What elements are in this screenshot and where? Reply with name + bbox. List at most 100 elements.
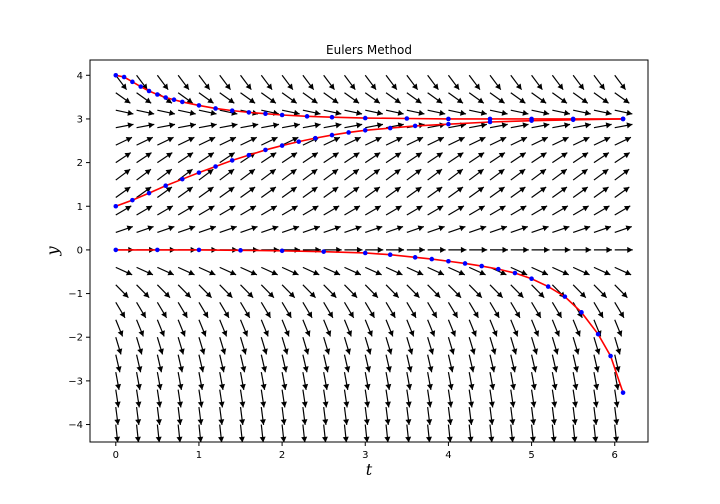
field-arrow — [198, 205, 215, 216]
field-arrow — [219, 122, 238, 129]
field-arrow — [198, 136, 216, 146]
field-arrow — [260, 319, 269, 337]
field-arrow — [510, 246, 529, 253]
field-arrow — [593, 372, 600, 390]
field-arrow — [302, 92, 318, 104]
field-arrow — [446, 424, 453, 443]
field-arrow — [468, 266, 486, 276]
field-arrow — [427, 205, 444, 216]
field-arrow — [406, 225, 425, 234]
field-arrow — [406, 92, 422, 104]
field-arrow — [239, 406, 246, 426]
field-arrow — [259, 424, 266, 443]
field-arrow — [489, 74, 502, 91]
field-arrow — [136, 301, 147, 319]
y-tick-label: −3 — [68, 376, 83, 387]
series-point — [529, 276, 534, 282]
field-arrow — [509, 389, 516, 408]
field-arrow — [530, 389, 537, 408]
x-axis-label: t — [366, 460, 373, 479]
field-arrow — [552, 152, 568, 164]
series-point — [113, 72, 119, 78]
field-arrow — [448, 186, 464, 199]
field-arrow — [572, 152, 589, 164]
field-arrow — [281, 301, 292, 319]
y-tick-label: 0 — [77, 245, 83, 256]
series-point — [608, 353, 613, 359]
field-arrow — [593, 152, 610, 164]
series-point — [321, 249, 326, 254]
series-point — [329, 114, 335, 120]
field-arrow — [177, 354, 184, 373]
field-arrow — [136, 266, 154, 276]
series-point — [113, 247, 119, 253]
field-arrow — [198, 266, 216, 276]
field-arrow — [530, 354, 538, 373]
field-arrow — [323, 74, 335, 91]
field-arrow — [467, 424, 474, 443]
field-arrow — [385, 74, 398, 91]
field-arrow — [157, 225, 175, 234]
field-arrow — [302, 319, 311, 337]
field-arrow — [488, 424, 495, 443]
field-arrow — [136, 205, 153, 216]
y-tick-label: −1 — [68, 289, 83, 300]
series-point — [412, 255, 418, 260]
field-arrow — [489, 205, 506, 216]
field-arrow — [240, 266, 258, 276]
field-arrow — [468, 319, 477, 337]
y-tick-label: 1 — [77, 202, 83, 213]
field-arrow — [468, 284, 483, 299]
field-arrow — [198, 168, 214, 181]
field-arrow — [385, 92, 402, 104]
field-arrow — [136, 225, 154, 234]
field-arrow — [240, 284, 254, 299]
field-arrow — [447, 284, 462, 299]
field-arrow — [115, 372, 122, 390]
field-arrow — [323, 266, 341, 276]
field-arrow — [406, 284, 420, 299]
series-point — [296, 139, 302, 144]
field-arrow — [281, 266, 299, 276]
field-arrow — [551, 354, 559, 373]
field-arrow — [427, 246, 446, 253]
field-arrow — [510, 136, 528, 146]
series-point — [180, 99, 185, 105]
field-arrow — [302, 205, 319, 216]
field-arrow — [156, 301, 168, 319]
field-arrow — [530, 372, 537, 390]
field-arrow — [136, 168, 152, 181]
field-arrow — [573, 246, 592, 253]
field-arrow — [323, 122, 342, 129]
series-point — [263, 147, 268, 153]
field-arrow — [261, 266, 278, 276]
field-arrow — [468, 205, 486, 216]
field-arrow — [572, 266, 590, 276]
field-arrow — [614, 92, 630, 104]
field-arrow — [342, 424, 349, 443]
field-arrow — [592, 406, 599, 426]
field-arrow — [550, 424, 557, 443]
field-arrow — [427, 136, 445, 146]
field-arrow — [489, 136, 507, 146]
field-arrow — [552, 266, 570, 276]
field-arrow — [219, 205, 236, 216]
field-arrow — [448, 225, 466, 234]
field-arrow — [552, 168, 568, 181]
field-arrow — [136, 186, 152, 199]
field-arrow — [489, 284, 504, 299]
field-arrow — [176, 406, 183, 426]
field-arrow — [302, 266, 320, 276]
field-arrow — [115, 354, 122, 373]
field-arrow — [593, 205, 610, 216]
field-arrow — [115, 266, 133, 276]
field-arrow — [323, 354, 330, 373]
field-arrow — [198, 354, 205, 373]
field-arrow — [510, 372, 517, 390]
field-arrow — [260, 284, 275, 299]
field-arrow — [281, 122, 300, 129]
field-arrow — [427, 168, 443, 181]
field-arrow — [281, 337, 289, 355]
field-arrow — [571, 424, 578, 443]
field-arrow — [115, 74, 128, 91]
